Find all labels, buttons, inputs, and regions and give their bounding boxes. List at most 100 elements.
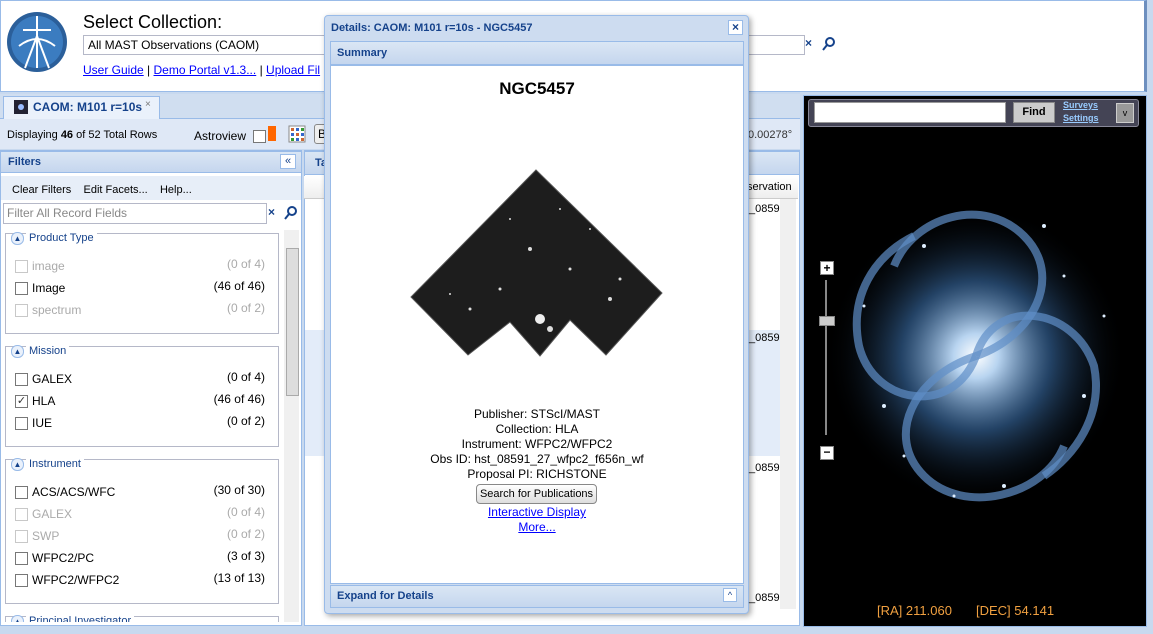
facet-count: (13 of 13) — [213, 571, 265, 585]
find-button[interactable]: Find — [1013, 102, 1055, 123]
link[interactable]: User Guide — [83, 63, 144, 77]
facet-group — [5, 616, 279, 622]
expand-toggle[interactable]: ^ — [723, 588, 737, 602]
facet-checkbox[interactable] — [15, 282, 28, 295]
tab[interactable] — [3, 96, 160, 119]
facet-checkbox[interactable] — [15, 373, 28, 386]
filter-actions: Clear Filters Edit Facets... Help... — [12, 183, 192, 197]
astroview-checkbox[interactable] — [253, 130, 266, 143]
tab-icon — [14, 100, 28, 114]
facet-checkbox — [15, 530, 28, 543]
facet-count: (0 of 2) — [226, 301, 265, 315]
action[interactable]: Help... — [159, 184, 192, 196]
table-cell: _0859 — [749, 462, 780, 474]
facet-label: SWP — [32, 529, 60, 543]
facet-toggle[interactable]: ▲ — [11, 458, 24, 471]
facet-count: (0 of 4) — [226, 505, 265, 519]
facet-title: Instrument — [26, 457, 84, 471]
separator: | — [147, 63, 151, 77]
filters-header: Filters — [0, 151, 302, 173]
facet-group — [5, 233, 279, 334]
zoom-out[interactable]: − — [820, 446, 834, 460]
facet-checkbox — [15, 304, 28, 317]
detail-line: Collection: HLA — [495, 422, 579, 436]
expand-button[interactable]: v — [1116, 103, 1134, 123]
expand-title[interactable]: Expand for Details — [337, 590, 434, 602]
detail-line: Proposal PI: RICHSTONE — [467, 467, 607, 481]
facet-checkbox — [15, 260, 28, 273]
summary-header: Summary — [330, 41, 744, 65]
filter-placeholder: Filter All Record Fields — [7, 206, 128, 220]
dialog-title: Details: CAOM: M101 r=10s - NGC5457 — [331, 22, 533, 34]
settings-link[interactable]: Settings — [1063, 113, 1099, 123]
facet-group — [5, 459, 279, 604]
zoom-handle[interactable] — [819, 316, 835, 326]
facet-checkbox[interactable] — [15, 486, 28, 499]
link[interactable]: Upload Fil — [266, 63, 321, 77]
publications-button[interactable]: Search for Publications — [476, 484, 597, 504]
logo — [7, 12, 67, 72]
header-links: User Guide | Demo Portal v1.3... | Uploa… — [83, 63, 320, 77]
facet-label: Image — [32, 281, 66, 295]
dialog-close[interactable]: × — [728, 20, 743, 35]
color-swatch — [268, 126, 276, 141]
status-prefix: Displaying — [7, 129, 58, 141]
facet-toggle[interactable]: ▲ — [11, 345, 24, 358]
filter-input[interactable] — [3, 203, 267, 224]
table-cell: _0859 — [749, 592, 780, 604]
search-icon[interactable] — [283, 205, 299, 221]
facet-count: (0 of 2) — [226, 414, 265, 428]
facet-group — [5, 346, 279, 447]
facet-count: (3 of 3) — [226, 549, 265, 563]
status: Displaying 46 of 52 Total Rows — [7, 128, 157, 142]
facet-label: GALEX — [32, 507, 73, 521]
facet-count: (0 of 4) — [226, 370, 265, 384]
search-icon[interactable] — [821, 36, 837, 52]
astroview-label: Astroview — [194, 129, 247, 143]
facet-label: HLA — [32, 394, 56, 408]
facet-label: ACS/ACS/WFC — [32, 485, 116, 499]
dec-coordinate: [DEC] 54.141 — [976, 603, 1055, 618]
details-list: Publisher: STScI/MAST Collection: HLA Inst… — [330, 407, 744, 482]
facet-count: (46 of 46) — [213, 279, 265, 293]
filters-title: Filters — [8, 156, 42, 168]
facet-label: image — [32, 259, 65, 273]
action[interactable]: Edit Facets... — [83, 184, 148, 196]
clear-icon[interactable]: × — [268, 205, 276, 219]
facet-toggle[interactable]: ▲ — [11, 232, 24, 245]
facet-label: GALEX — [32, 372, 73, 386]
grid-icon[interactable] — [288, 125, 306, 143]
link[interactable]: Demo Portal v1.3... — [153, 63, 257, 77]
scroll-thumb[interactable] — [286, 248, 299, 396]
sky-search-input[interactable] — [814, 102, 1006, 123]
facet-list: ▲ Product Type image (0 of 4) Image (46 of 46… — [1, 226, 284, 622]
table-cell: _0859 — [749, 332, 780, 344]
ra-coordinate: [RA] 211.060 — [877, 603, 952, 618]
facet-checkbox[interactable]: ✓ — [15, 395, 28, 408]
dialog-link[interactable]: Interactive Display — [487, 505, 587, 519]
clear-icon[interactable]: × — [805, 36, 813, 50]
action[interactable]: Clear Filters — [12, 184, 72, 196]
facet-checkbox[interactable] — [15, 552, 28, 565]
facet-count: (30 of 30) — [213, 483, 265, 497]
detail-line: Obs ID: hst_08591_27_wfpc2_f656n_wf — [430, 452, 644, 466]
summary-title: Summary — [337, 47, 388, 59]
facet-checkbox[interactable] — [15, 574, 28, 587]
column-title: servation — [747, 181, 792, 193]
header-title: Select Collection: — [83, 12, 223, 32]
facet-checkbox[interactable] — [15, 417, 28, 430]
expand-header: Expand for Details — [330, 585, 744, 608]
zoom-in[interactable]: + — [820, 261, 834, 275]
collection-value: All MAST Observations (CAOM) — [88, 38, 260, 52]
facet-label: spectrum — [32, 303, 82, 317]
tab-close[interactable]: × — [145, 99, 151, 110]
facet-title: Mission — [26, 344, 70, 358]
facet-title: Product Type — [26, 231, 97, 245]
detail-line: Instrument: WFPC2/WFPC2 — [461, 437, 613, 451]
table-cell: _0859 — [749, 203, 780, 215]
surveys-link[interactable]: Surveys — [1063, 100, 1099, 110]
facet-label: IUE — [32, 416, 53, 430]
facet-toggle[interactable]: ▲ — [11, 615, 24, 622]
dialog-link[interactable]: More... — [518, 520, 556, 534]
collapse-button[interactable]: « — [280, 154, 296, 169]
